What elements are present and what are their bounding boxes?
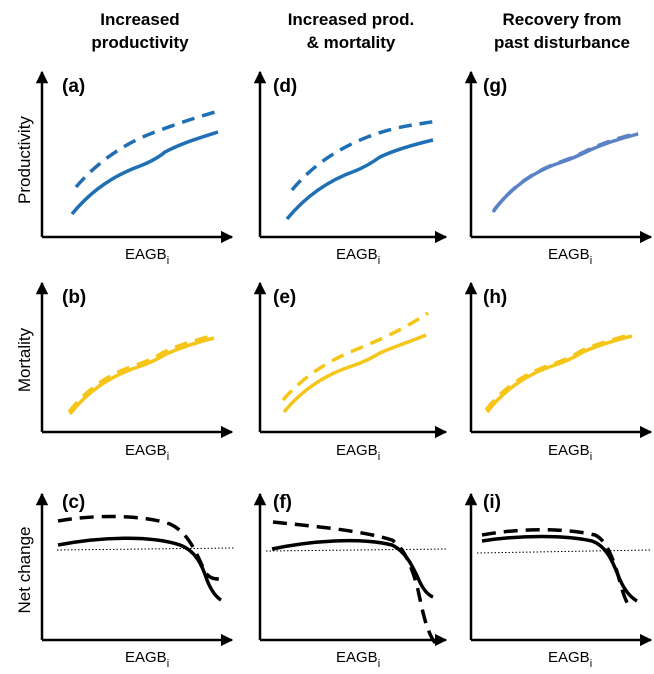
column-title-3-line-1: Recovery from xyxy=(502,10,621,29)
panel-d: (d) EAGBi xyxy=(253,70,448,267)
productivity-baseline-curve-a xyxy=(70,130,219,216)
column-title-1: Increased productivity xyxy=(91,10,189,52)
net-change-new-curve-c xyxy=(57,514,221,581)
net-change-baseline-curve-f xyxy=(271,538,434,599)
x-axis-label-e: EAGBi xyxy=(336,442,380,463)
x-axis-label-f: EAGBi xyxy=(336,649,380,670)
panel-b: (b) EAGBi xyxy=(35,281,234,463)
panel-label-b: (b) xyxy=(62,287,86,308)
productivity-new-curve-d xyxy=(290,119,438,192)
net-change-new-curve-i xyxy=(481,528,632,609)
x-axis-label-a: EAGBi xyxy=(125,246,169,267)
mortality-baseline-curve-b xyxy=(68,336,215,416)
x-axis-label-c: EAGBi xyxy=(125,649,169,670)
panel-h: (h) EAGBi xyxy=(464,281,653,463)
panel-label-g: (g) xyxy=(483,76,507,97)
mortality-baseline-curve-h xyxy=(485,334,633,414)
mortality-new-curve-h xyxy=(484,332,633,412)
panel-label-a: (a) xyxy=(62,76,85,97)
panel-c: (c) EAGBi xyxy=(35,492,235,670)
column-title-1-line-1: Increased xyxy=(100,10,179,29)
x-axis-label-g: EAGBi xyxy=(548,246,592,267)
productivity-new-curve-a xyxy=(74,108,223,189)
panel-label-i: (i) xyxy=(483,492,501,513)
productivity-baseline-curve-g xyxy=(492,132,639,212)
panel-g: (g) EAGBi xyxy=(464,70,653,267)
panel-label-c: (c) xyxy=(62,492,85,513)
column-title-1-line-2: productivity xyxy=(91,33,189,52)
column-title-2: Increased prod. & mortality xyxy=(288,10,415,52)
panel-label-d: (d) xyxy=(273,76,297,97)
row-label-net-change: Net change xyxy=(15,527,34,614)
productivity-new-curve-g xyxy=(491,131,639,214)
x-axis-label-d: EAGBi xyxy=(336,246,380,267)
row-label-productivity: Productivity xyxy=(15,116,34,204)
panel-i: (i) EAGBi xyxy=(464,492,653,670)
mortality-new-curve-e xyxy=(281,311,429,402)
panel-label-h: (h) xyxy=(483,287,507,308)
zero-line-i xyxy=(476,549,651,554)
zero-line-f xyxy=(265,548,449,552)
panel-label-e: (e) xyxy=(273,287,296,308)
column-title-2-line-2: & mortality xyxy=(307,33,396,52)
panel-a: (a) EAGBi xyxy=(35,70,234,267)
zero-line-c xyxy=(56,547,235,551)
panel-e: (e) EAGBi xyxy=(253,281,448,463)
net-change-new-curve-f xyxy=(272,520,439,647)
column-title-3-line-2: past disturbance xyxy=(494,33,630,52)
x-axis-label-h: EAGBi xyxy=(548,442,592,463)
row-label-mortality: Mortality xyxy=(15,327,34,392)
column-title-2-line-1: Increased prod. xyxy=(288,10,415,29)
net-change-baseline-curve-i xyxy=(481,534,638,603)
mortality-new-curve-b xyxy=(67,333,215,414)
productivity-baseline-curve-d xyxy=(285,138,434,221)
column-title-3: Recovery from past disturbance xyxy=(494,10,630,52)
x-axis-label-i: EAGBi xyxy=(548,649,592,670)
mortality-baseline-curve-e xyxy=(282,333,427,414)
net-change-baseline-curve-c xyxy=(57,536,222,602)
panel-f: (f) EAGBi xyxy=(253,492,449,670)
panel-label-f: (f) xyxy=(273,492,292,513)
x-axis-label-b: EAGBi xyxy=(125,442,169,463)
